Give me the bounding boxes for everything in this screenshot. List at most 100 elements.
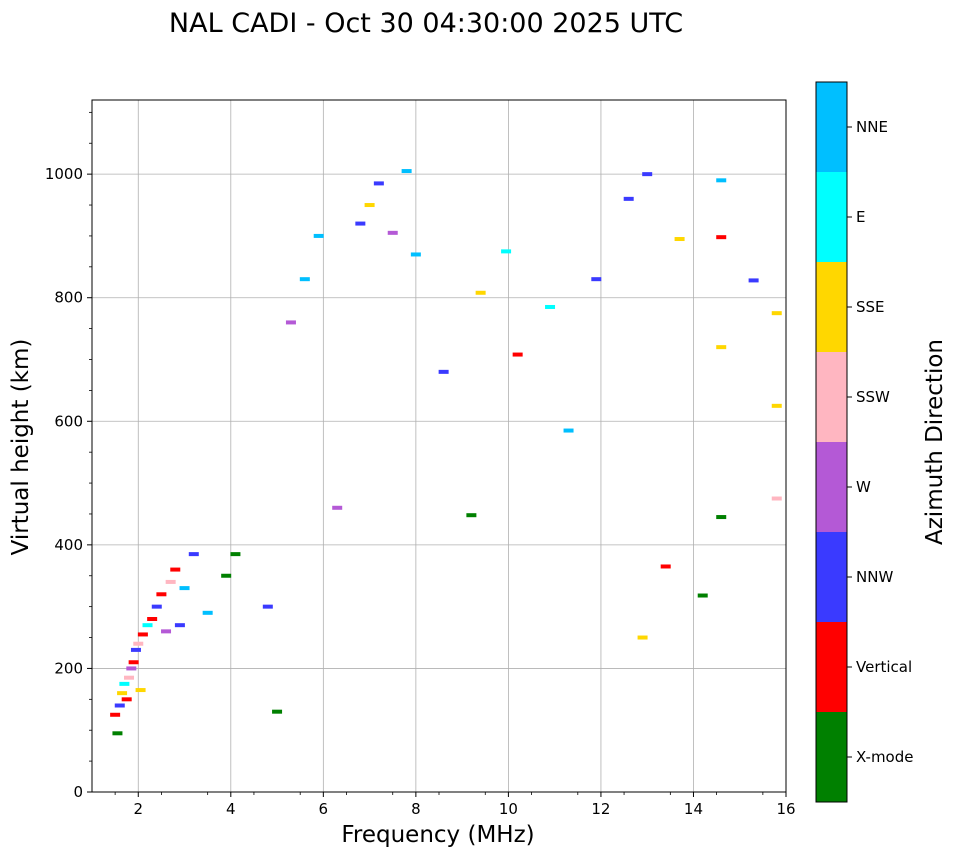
echo-mark-x-mode bbox=[221, 573, 232, 578]
echo-mark-vertical bbox=[170, 567, 181, 572]
x-tick-label: 4 bbox=[226, 800, 236, 818]
colorbar-tick-label: W bbox=[856, 478, 871, 496]
echo-mark-nne bbox=[313, 233, 324, 238]
echo-mark-e bbox=[545, 304, 556, 309]
echo-mark-vertical bbox=[156, 592, 167, 597]
echo-mark-w bbox=[387, 230, 398, 235]
colorbar-label: Azimuth Direction bbox=[922, 339, 948, 545]
echo-mark-nnw bbox=[114, 703, 125, 708]
echo-mark-x-mode bbox=[112, 731, 123, 736]
x-axis: 2 4 6 8 10 12 14 16 bbox=[114, 792, 796, 818]
y-tick-label: 800 bbox=[54, 289, 83, 307]
y-tick-label: 200 bbox=[54, 659, 83, 677]
echo-mark-vertical bbox=[716, 235, 727, 240]
echo-mark-e bbox=[501, 249, 512, 254]
echo-mark-vertical bbox=[660, 564, 671, 569]
colorbar-tick-label: SSW bbox=[856, 388, 890, 406]
colorbar-segment bbox=[816, 712, 847, 802]
echo-mark-nnw bbox=[355, 221, 366, 226]
echo-mark-nnw bbox=[151, 604, 162, 609]
echo-mark-nnw bbox=[591, 277, 602, 282]
echo-mark-nne bbox=[401, 169, 412, 174]
colorbar-segment bbox=[816, 532, 847, 622]
x-tick-label: 6 bbox=[319, 800, 329, 818]
colorbar-tick-label: E bbox=[856, 208, 865, 226]
echo-mark-nne bbox=[202, 610, 213, 615]
echo-mark-nne bbox=[563, 428, 574, 433]
echo-mark-w bbox=[126, 666, 137, 671]
colorbar-segment bbox=[816, 172, 847, 262]
echo-mark-nnw bbox=[188, 552, 199, 557]
echo-mark-ssw bbox=[771, 496, 782, 501]
echo-mark-nne bbox=[716, 178, 727, 183]
colorbar-segment bbox=[816, 262, 847, 352]
colorbar-tick-label: NNW bbox=[856, 568, 893, 586]
echo-mark-nne bbox=[179, 586, 190, 591]
echo-mark-vertical bbox=[147, 617, 158, 621]
x-tick-label: 12 bbox=[591, 800, 610, 818]
x-tick-label: 2 bbox=[133, 800, 143, 818]
y-tick-label: 1000 bbox=[45, 165, 83, 183]
x-tick-label: 8 bbox=[411, 800, 421, 818]
echo-mark-sse bbox=[674, 237, 685, 242]
echo-mark-sse bbox=[771, 403, 782, 408]
echo-mark-x-mode bbox=[697, 593, 708, 598]
echo-mark-ssw bbox=[133, 641, 144, 646]
echo-mark-w bbox=[161, 629, 172, 634]
echo-mark-vertical bbox=[137, 632, 148, 637]
x-axis-label: Frequency (MHz) bbox=[341, 822, 534, 848]
echo-mark-sse bbox=[117, 691, 128, 696]
colorbar-segment bbox=[816, 352, 847, 442]
y-axis: 0 200 400 600 800 1000 bbox=[45, 111, 92, 801]
y-tick-label: 400 bbox=[54, 536, 83, 554]
colorbar-segment bbox=[816, 82, 847, 172]
colorbar-segment bbox=[816, 622, 847, 712]
echo-mark-x-mode bbox=[716, 515, 727, 520]
colorbar: X-mode Vertical NNW W SSW SSE E NNE bbox=[815, 81, 913, 803]
echo-mark-nne bbox=[299, 277, 310, 282]
colorbar-tick-label: X-mode bbox=[856, 748, 913, 766]
chart-title: NAL CADI - Oct 30 04:30:00 2025 UTC bbox=[169, 8, 683, 39]
echo-mark-nnw bbox=[174, 623, 185, 628]
echo-mark-nnw bbox=[748, 278, 759, 283]
echo-mark-sse bbox=[364, 203, 375, 208]
grid bbox=[92, 100, 787, 793]
echo-mark-nne bbox=[410, 252, 421, 257]
echo-mark-nnw bbox=[623, 196, 634, 201]
colorbar-tick-label: Vertical bbox=[856, 658, 912, 676]
colorbar-frame bbox=[815, 81, 848, 803]
echo-mark-ssw bbox=[165, 579, 176, 584]
colorbar-segment bbox=[816, 442, 847, 532]
echo-mark-w bbox=[285, 320, 296, 325]
plot-frame bbox=[91, 99, 787, 793]
y-axis-label: Virtual height (km) bbox=[8, 339, 34, 556]
echo-mark-nnw bbox=[130, 647, 141, 652]
colorbar-tick-label: NNE bbox=[856, 118, 888, 136]
colorbar-tick-label: SSE bbox=[856, 298, 885, 316]
echo-mark-nnw bbox=[642, 172, 653, 177]
echo-mark-sse bbox=[771, 311, 782, 316]
echo-mark-sse bbox=[135, 688, 146, 693]
echo-mark-nnw bbox=[438, 369, 449, 374]
data-marks bbox=[110, 169, 782, 736]
echo-mark-sse bbox=[475, 290, 486, 295]
echo-mark-ssw bbox=[124, 675, 135, 680]
echo-mark-vertical bbox=[512, 352, 523, 357]
echo-mark-w bbox=[332, 505, 343, 510]
echo-mark-sse bbox=[637, 635, 648, 640]
echo-mark-nnw bbox=[373, 181, 384, 186]
y-tick-label: 0 bbox=[73, 783, 83, 801]
x-tick-label: 16 bbox=[776, 800, 795, 818]
echo-mark-x-mode bbox=[272, 709, 283, 714]
x-tick-label: 14 bbox=[684, 800, 703, 818]
echo-mark-x-mode bbox=[466, 513, 477, 518]
echo-mark-sse bbox=[716, 345, 727, 350]
echo-mark-vertical bbox=[128, 660, 139, 665]
echo-mark-x-mode bbox=[230, 552, 241, 557]
echo-mark-e bbox=[142, 623, 153, 628]
echo-mark-e bbox=[119, 681, 130, 686]
y-tick-label: 600 bbox=[54, 412, 83, 430]
echo-mark-vertical bbox=[121, 697, 132, 702]
x-tick-label: 10 bbox=[499, 800, 518, 818]
